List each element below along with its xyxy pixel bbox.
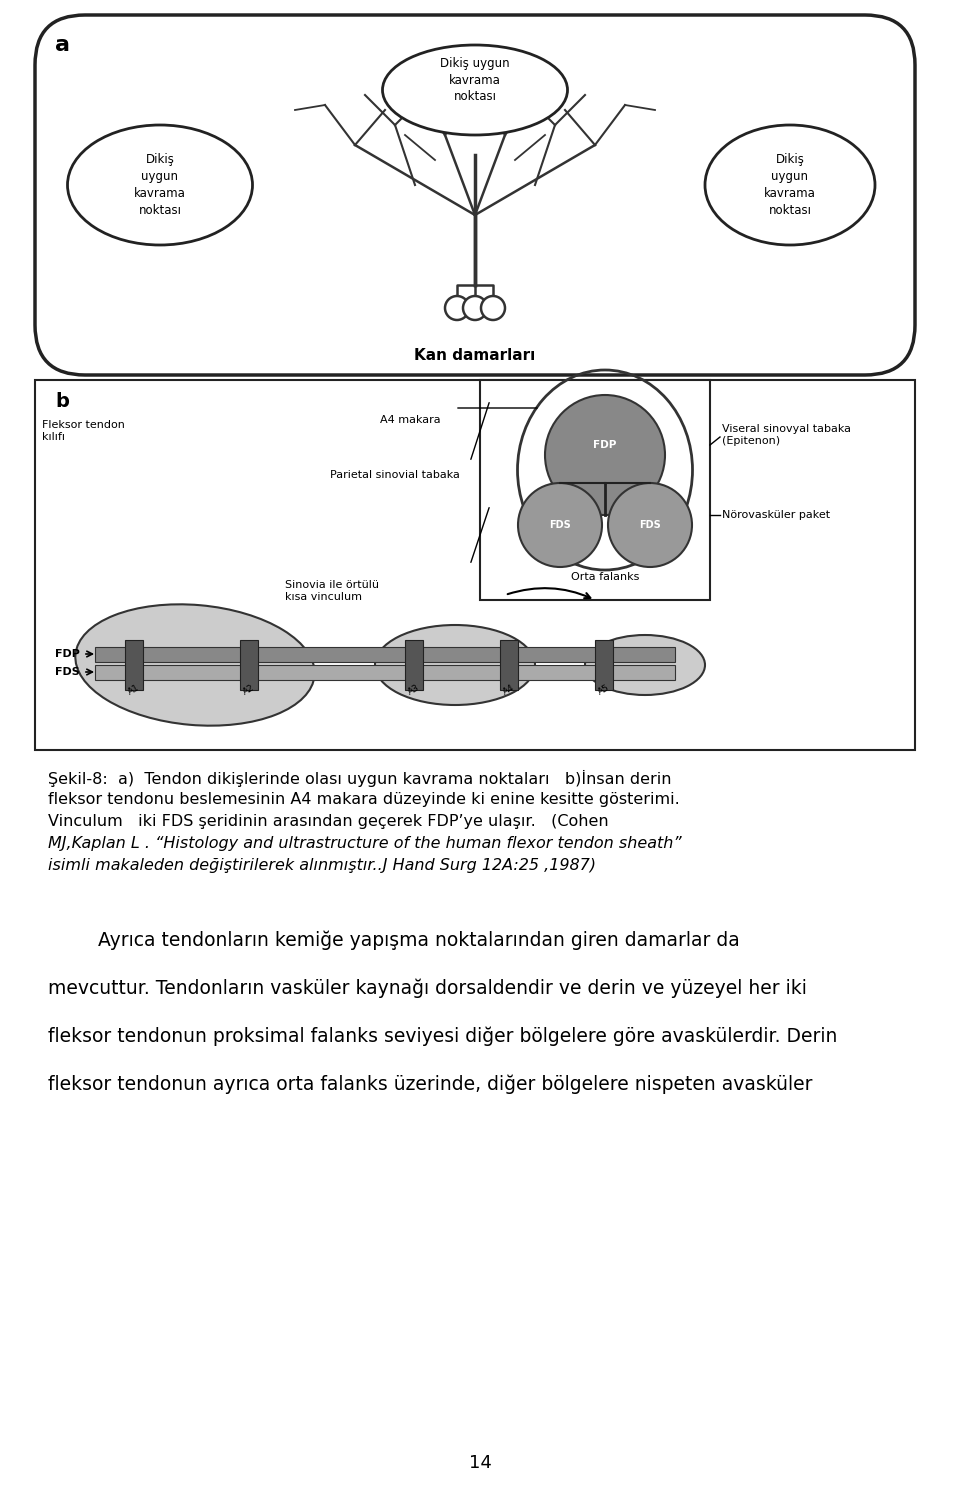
Bar — [95, 665, 675, 679]
Text: Fleksor tendon
kılıfı: Fleksor tendon kılıfı — [42, 420, 125, 441]
Text: mevcuttur. Tendonların vasküler kaynağı dorsaldendir ve derin ve yüzeyel her iki: mevcuttur. Tendonların vasküler kaynağı … — [48, 977, 806, 997]
Text: fleksor tendonu beslemesinin A4 makara düzeyinde ki enine kesitte gösterimi.: fleksor tendonu beslemesinin A4 makara d… — [48, 793, 680, 808]
Text: Viseral sinovyal tabaka
(Epitenon): Viseral sinovyal tabaka (Epitenon) — [722, 425, 851, 446]
Text: Sinovia ile örtülü
kısa vinculum: Sinovia ile örtülü kısa vinculum — [285, 580, 379, 602]
Text: FDS: FDS — [56, 668, 80, 676]
Text: FDP: FDP — [55, 650, 80, 659]
Text: A4 makara: A4 makara — [380, 416, 441, 425]
Text: Nörovasküler paket: Nörovasküler paket — [722, 510, 830, 520]
Ellipse shape — [375, 624, 535, 705]
Bar — [95, 647, 675, 662]
Text: isimli makaleden değiştirilerek alınmıştır..J Hand Surg 12A:25 ,1987): isimli makaleden değiştirilerek alınmışt… — [48, 858, 596, 873]
Text: FDP: FDP — [593, 440, 616, 450]
Text: Ayrıca tendonların kemiğe yapışma noktalarından giren damarlar da: Ayrıca tendonların kemiğe yapışma noktal… — [98, 930, 740, 949]
Text: A3: A3 — [407, 684, 421, 697]
Ellipse shape — [585, 635, 705, 694]
Text: FDS: FDS — [549, 520, 571, 530]
Ellipse shape — [75, 605, 315, 726]
Text: A5: A5 — [596, 684, 612, 697]
Circle shape — [608, 483, 692, 568]
Text: Vinculum   iki FDS şeridinin arasından geçerek FDP’ye ulaşır.   (Cohen: Vinculum iki FDS şeridinin arasından geç… — [48, 814, 609, 828]
Circle shape — [545, 395, 665, 516]
Text: Dikiş
uygun
kavrama
noktası: Dikiş uygun kavrama noktası — [134, 153, 186, 218]
Text: Dikiş
uygun
kavrama
noktası: Dikiş uygun kavrama noktası — [764, 153, 816, 218]
Text: a: a — [55, 34, 70, 55]
Bar — [240, 641, 258, 690]
Text: Orta falanks: Orta falanks — [571, 572, 639, 583]
Text: fleksor tendonun proksimal falanks seviyesi diğer bölgelere göre avaskülerdir. D: fleksor tendonun proksimal falanks seviy… — [48, 1027, 837, 1046]
Text: Kan damarları: Kan damarları — [415, 349, 536, 364]
FancyBboxPatch shape — [35, 15, 915, 375]
Ellipse shape — [382, 45, 567, 136]
Text: A4: A4 — [502, 684, 516, 697]
Text: Parietal sinovial tabaka: Parietal sinovial tabaka — [330, 469, 460, 480]
Text: A1: A1 — [127, 684, 141, 697]
Circle shape — [481, 297, 505, 320]
Text: A2: A2 — [242, 684, 256, 697]
Bar — [405, 641, 423, 690]
Text: fleksor tendonun ayrıca orta falanks üzerinde, diğer bölgelere nispeten avasküle: fleksor tendonun ayrıca orta falanks üze… — [48, 1074, 812, 1094]
Circle shape — [463, 297, 487, 320]
Bar — [35, 380, 915, 749]
Ellipse shape — [705, 125, 875, 244]
Text: MJ,Kaplan L . “Histology and ultrastructure of the human flexor tendon sheath”: MJ,Kaplan L . “Histology and ultrastruct… — [48, 836, 682, 851]
Bar — [480, 380, 710, 600]
Bar — [595, 641, 613, 690]
Circle shape — [518, 483, 602, 568]
Text: Şekil-8:  a)  Tendon dikişlerinde olası uygun kavrama noktaları   b)İnsan derin: Şekil-8: a) Tendon dikişlerinde olası uy… — [48, 770, 671, 787]
Text: b: b — [55, 392, 69, 411]
Text: FDS: FDS — [639, 520, 660, 530]
Bar — [125, 641, 143, 690]
Text: 14: 14 — [468, 1454, 492, 1472]
Bar — [500, 641, 518, 690]
Text: Dikiş uygun
kavrama
noktası: Dikiş uygun kavrama noktası — [441, 57, 510, 103]
Circle shape — [445, 297, 469, 320]
Ellipse shape — [67, 125, 252, 244]
